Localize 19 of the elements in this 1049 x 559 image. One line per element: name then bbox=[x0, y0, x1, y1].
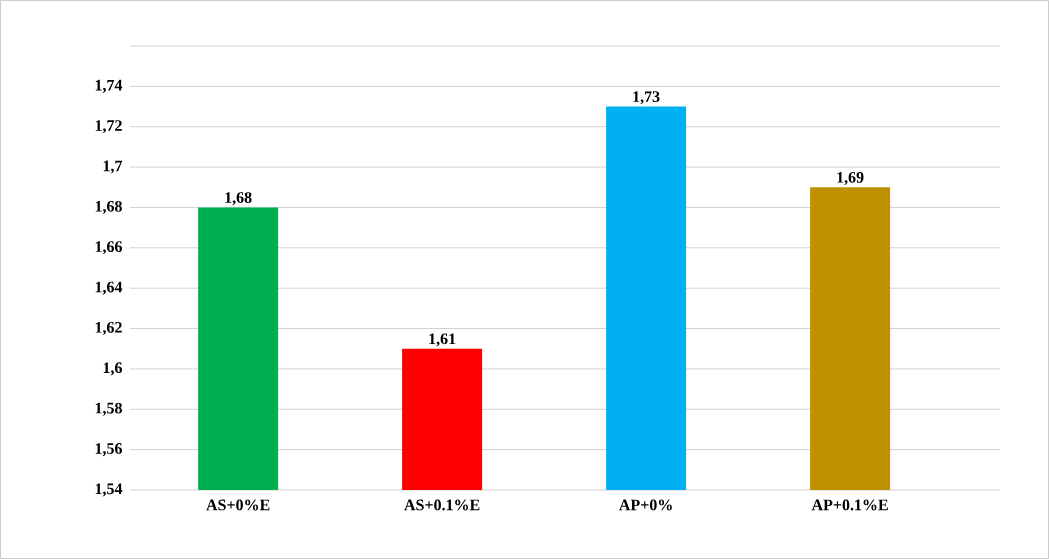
data-label: 1,68 bbox=[225, 192, 252, 206]
x-tick-label: AP+0.1%E bbox=[811, 499, 888, 511]
y-tick-label: 1,56 bbox=[95, 443, 122, 457]
y-tick-label: 1,64 bbox=[95, 281, 123, 295]
x-tick-label: AS+0%E bbox=[206, 499, 270, 511]
y-tick-label: 1,58 bbox=[95, 402, 122, 416]
y-tick-label: 1,72 bbox=[95, 120, 122, 134]
x-tick-label: AP+0% bbox=[619, 499, 672, 511]
data-label: 1,61 bbox=[429, 333, 456, 347]
data-label: 1,69 bbox=[837, 172, 864, 186]
y-tick-label: 1,66 bbox=[95, 241, 122, 255]
y-tick-label: 1,74 bbox=[95, 79, 123, 93]
y-tick-label: 1,68 bbox=[95, 200, 122, 215]
data-label: 1,73 bbox=[633, 91, 660, 105]
y-tick-label: 1,54 bbox=[95, 483, 123, 497]
y-tick-label: 1,7 bbox=[103, 160, 123, 174]
x-tick-label: AS+0.1%E bbox=[404, 499, 480, 511]
y-tick-label: 1,6 bbox=[103, 362, 122, 376]
y-tick-label: 1,62 bbox=[95, 322, 122, 336]
